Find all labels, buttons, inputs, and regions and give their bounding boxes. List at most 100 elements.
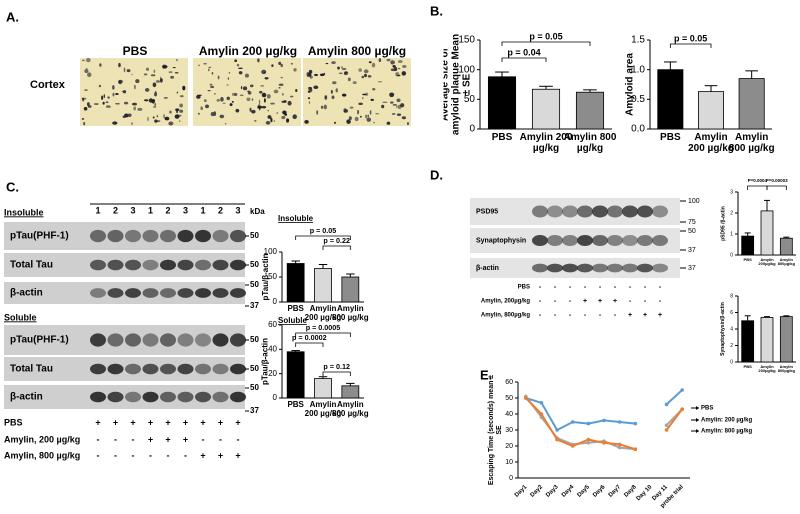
band xyxy=(177,259,194,271)
band xyxy=(142,229,159,243)
band xyxy=(142,288,159,298)
plaque xyxy=(118,80,121,84)
treatment-sign: + xyxy=(643,312,647,319)
marker: 50 xyxy=(250,260,259,269)
treatment-sign: - xyxy=(114,450,117,460)
plaque xyxy=(208,66,212,69)
band xyxy=(177,288,194,298)
x-tick-label: PBS xyxy=(287,401,303,409)
treatment-sign: - xyxy=(554,298,557,305)
column-header: Amylin 200 µg/kg xyxy=(199,44,297,57)
x-tick-label: Amylin 200 µg/kg xyxy=(305,401,342,418)
plaque xyxy=(335,88,338,93)
plaque xyxy=(105,101,109,103)
band xyxy=(532,235,548,246)
x-tick-label: Day5 xyxy=(577,484,592,499)
plaque xyxy=(238,71,243,75)
plaque xyxy=(99,63,102,67)
plaque xyxy=(105,105,111,108)
plaque xyxy=(121,90,124,93)
x-tick-label: Amylin 200 µg/kg xyxy=(304,305,342,322)
band xyxy=(125,333,141,347)
plaque xyxy=(295,88,298,93)
y-axis-label: pTau/β-actin xyxy=(261,338,270,385)
plaque xyxy=(267,109,269,112)
p-value: p = 0.22 xyxy=(323,236,350,245)
plaque xyxy=(216,98,221,102)
plaque xyxy=(367,75,372,78)
plaque xyxy=(264,98,266,103)
plaque xyxy=(102,101,105,105)
plaque xyxy=(152,82,157,88)
marker: 50 xyxy=(250,231,259,240)
point xyxy=(680,407,684,412)
plaque xyxy=(369,110,372,115)
y-tick-label: 0 xyxy=(469,124,475,135)
plaque xyxy=(238,67,243,69)
plaque xyxy=(271,64,274,67)
plaque xyxy=(196,94,202,96)
plaque xyxy=(292,114,297,120)
plaque xyxy=(179,120,181,122)
plaque xyxy=(278,61,282,65)
plaque xyxy=(239,94,244,97)
plaque xyxy=(115,102,120,105)
treatment-label: Amylin, 800µg/kg xyxy=(481,313,530,319)
band xyxy=(577,235,593,246)
plaque xyxy=(232,92,234,96)
point xyxy=(664,428,669,432)
band xyxy=(230,363,246,375)
plaque xyxy=(308,86,312,89)
band xyxy=(142,333,159,347)
y-tick-label: 0 xyxy=(730,252,733,258)
band xyxy=(160,288,176,298)
bar xyxy=(487,76,517,130)
plaque xyxy=(330,89,333,94)
plaque xyxy=(316,110,319,115)
plaque xyxy=(145,67,150,71)
y-axis-label: Amyloid area xyxy=(624,53,636,116)
plaque xyxy=(159,78,163,83)
plaque xyxy=(309,87,313,93)
plaque xyxy=(276,112,278,115)
y-axis-label: Synaptophysin/β-actin xyxy=(720,302,726,356)
plaque xyxy=(375,113,380,115)
marker: 50 xyxy=(250,335,259,344)
plaque xyxy=(280,76,283,79)
plaque xyxy=(358,102,363,106)
bar xyxy=(314,268,332,303)
bar xyxy=(341,276,360,303)
row-label: pTau(PHF-1) xyxy=(10,231,69,242)
plaque xyxy=(242,86,248,91)
treatment-sign: + xyxy=(148,434,153,444)
plaque xyxy=(287,100,292,106)
band xyxy=(230,259,246,271)
treatment-sign: - xyxy=(149,450,152,460)
column-header: PBS xyxy=(123,44,148,57)
plaque xyxy=(182,85,186,91)
plaque xyxy=(210,85,215,89)
y-tick-label: 0 xyxy=(509,475,513,482)
band xyxy=(212,363,229,375)
y-axis-label: pSD95 /β-actin xyxy=(720,206,727,241)
plaque xyxy=(200,106,203,111)
plaque xyxy=(325,62,329,65)
band xyxy=(607,263,623,273)
plaque xyxy=(234,59,238,63)
y-tick-label: 50 xyxy=(464,94,476,105)
bar xyxy=(657,69,684,130)
chart-title: Insoluble xyxy=(278,214,314,223)
plaque xyxy=(179,95,184,98)
x-tick-label: Amylin 800 µg/kg xyxy=(332,401,369,418)
treatment-sign: - xyxy=(614,284,617,291)
band xyxy=(607,205,623,218)
x-tick-label: PBS xyxy=(743,258,752,262)
bar xyxy=(760,317,774,363)
p-value: p = 0.05 xyxy=(529,31,562,41)
band xyxy=(562,263,578,273)
x-tick-label: Amylin 800µg/kg xyxy=(778,258,795,266)
p-value: p = 0.12 xyxy=(323,362,350,371)
point xyxy=(570,444,575,448)
band xyxy=(107,259,124,271)
x-tick-label: PBS xyxy=(660,132,681,143)
